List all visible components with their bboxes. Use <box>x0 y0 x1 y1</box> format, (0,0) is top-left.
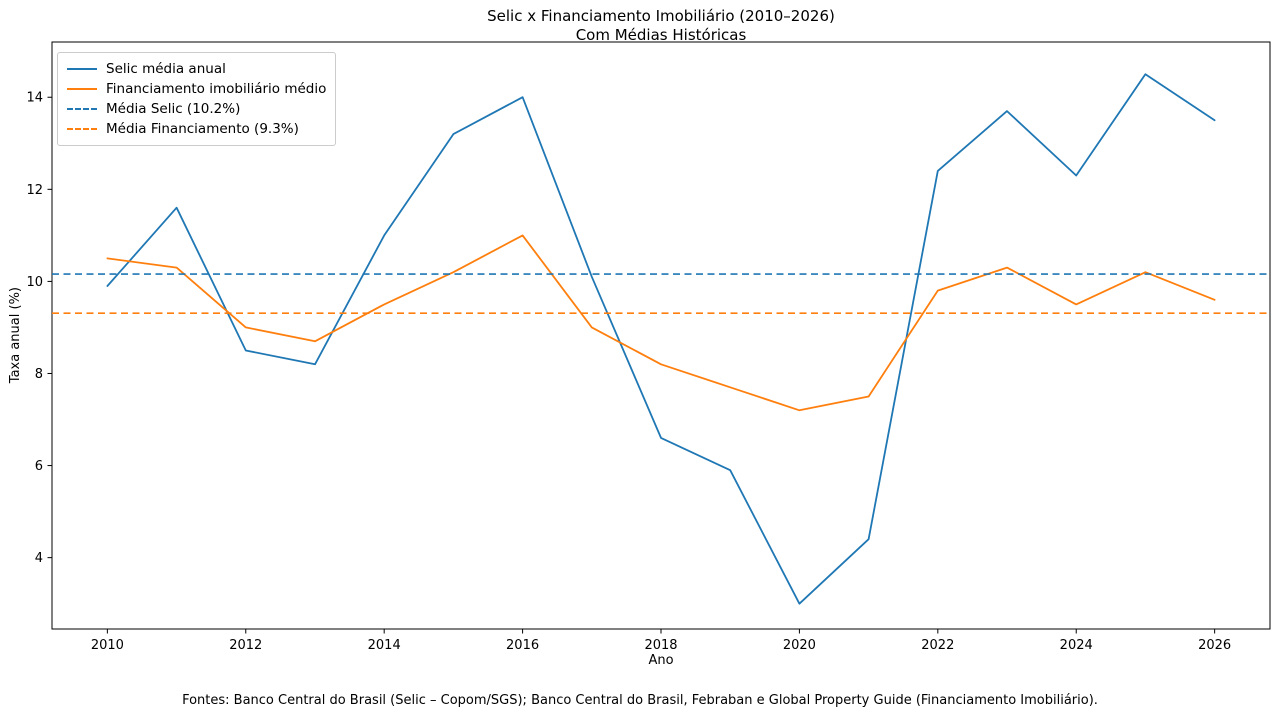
chart-subtitle: Com Médias Históricas <box>575 26 747 44</box>
x-tick-label: 2012 <box>229 638 262 653</box>
y-tick-label: 10 <box>26 275 43 290</box>
x-tick-label: 2018 <box>644 638 677 653</box>
plot-area: 2010 2012 2014 2016 2018 2020 2022 2024 2026 4 6 8 1… <box>26 41 1271 653</box>
y-axis-label: Taxa anual (%) <box>8 287 23 384</box>
legend-line-sample-selic <box>67 68 97 70</box>
y-tick-label: 8 <box>35 367 43 382</box>
financiamento-line <box>106 234 1216 412</box>
legend-line-sample-media-financiamento <box>67 128 97 130</box>
x-tick-label: 2010 <box>91 638 124 653</box>
legend-item: Média Financiamento (9.3%) <box>67 119 326 139</box>
x-tick-label: 2022 <box>921 638 954 653</box>
y-tick-label: 6 <box>35 459 43 474</box>
legend-label-media-selic: Média Selic (10.2%) <box>106 101 241 117</box>
legend-label-selic: Selic média anual <box>106 61 226 77</box>
selic-line <box>106 73 1216 605</box>
x-tick-label: 2020 <box>783 638 816 653</box>
legend: Selic média anual Financiamento imobiliá… <box>57 52 337 146</box>
legend-item: Financiamento imobiliário médio <box>67 79 326 99</box>
legend-item: Selic média anual <box>67 59 326 79</box>
legend-line-sample-media-selic <box>67 108 97 110</box>
y-tick-label: 12 <box>26 183 43 198</box>
x-tick-label: 2026 <box>1198 638 1231 653</box>
legend-label-financiamento: Financiamento imobiliário médio <box>106 81 327 97</box>
x-tick-label: 2016 <box>506 638 539 653</box>
source-footer: Fontes: Banco Central do Brasil (Selic –… <box>182 693 1098 708</box>
y-axis-label-wrap: Taxa anual (%) <box>8 42 23 629</box>
y-tick-label: 4 <box>35 551 43 566</box>
x-tick-label: 2014 <box>368 638 401 653</box>
legend-item: Média Selic (10.2%) <box>67 99 326 119</box>
chart-title: Selic x Financiamento Imobiliário (2010–… <box>487 7 835 25</box>
legend-label-media-financiamento: Média Financiamento (9.3%) <box>106 121 299 137</box>
y-tick-label: 14 <box>26 91 43 106</box>
title-block: Selic x Financiamento Imobiliário (2010–… <box>52 7 1270 45</box>
legend-line-sample-financiamento <box>67 88 97 90</box>
x-tick-label: 2024 <box>1060 638 1093 653</box>
x-axis-label: Ano <box>648 653 674 668</box>
